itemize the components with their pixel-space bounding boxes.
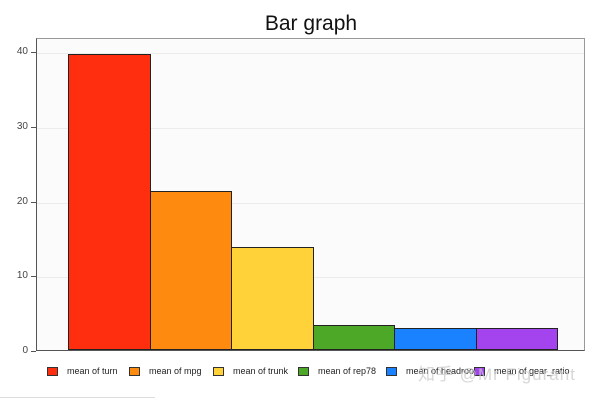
bar-mean-of-headroom: [394, 328, 477, 350]
bar-mean-of-mpg: [149, 191, 232, 350]
legend-label: mean of gear_ratio: [494, 366, 570, 376]
legend-swatch: [386, 366, 397, 376]
divider: [0, 397, 155, 398]
bar-mean-of-rep78: [312, 325, 395, 350]
gridline: [37, 53, 584, 54]
y-tick: [31, 276, 36, 277]
legend-label: mean of trunk: [233, 366, 289, 376]
legend-item: mean of trunk: [213, 366, 288, 376]
legend-swatch: [213, 366, 224, 376]
legend-label: mean of headroom: [406, 366, 482, 376]
legend-item: mean of gear_ratio: [474, 366, 570, 376]
bar-mean-of-trunk: [231, 247, 314, 350]
y-tick: [31, 127, 36, 128]
gridline: [37, 202, 584, 204]
plot-area: [36, 38, 585, 351]
chart-title: Bar graph: [264, 12, 358, 35]
legend-item: mean of headroom: [386, 366, 482, 376]
y-tick-label: 20: [16, 196, 28, 207]
legend-label: mean of rep78: [318, 366, 377, 376]
legend: mean of turn mean of mpg mean of trunk mean…: [0, 366, 600, 380]
legend-label: mean of mpg: [149, 366, 202, 376]
y-tick: [31, 351, 36, 352]
watermark: 知乎 @Mr Figurant: [418, 365, 576, 384]
y-tick: [31, 202, 36, 203]
legend-swatch: [298, 366, 309, 376]
gridline: [37, 127, 584, 129]
y-tick: [31, 52, 36, 53]
legend-swatch: [474, 366, 485, 376]
bar-mean-of-gear_ratio: [475, 328, 558, 350]
legend-swatch: [47, 366, 58, 376]
legend-swatch: [129, 366, 140, 376]
y-tick-label: 10: [16, 270, 28, 281]
legend-item: mean of mpg: [129, 366, 202, 376]
y-tick-label: 40: [16, 46, 28, 57]
legend-item: mean of rep78: [298, 366, 376, 376]
y-tick-label: 0: [22, 345, 28, 356]
legend-label: mean of turn: [67, 366, 118, 376]
y-tick-label: 30: [16, 121, 28, 132]
legend-item: mean of turn: [47, 366, 118, 376]
bar-mean-of-turn: [68, 54, 151, 350]
